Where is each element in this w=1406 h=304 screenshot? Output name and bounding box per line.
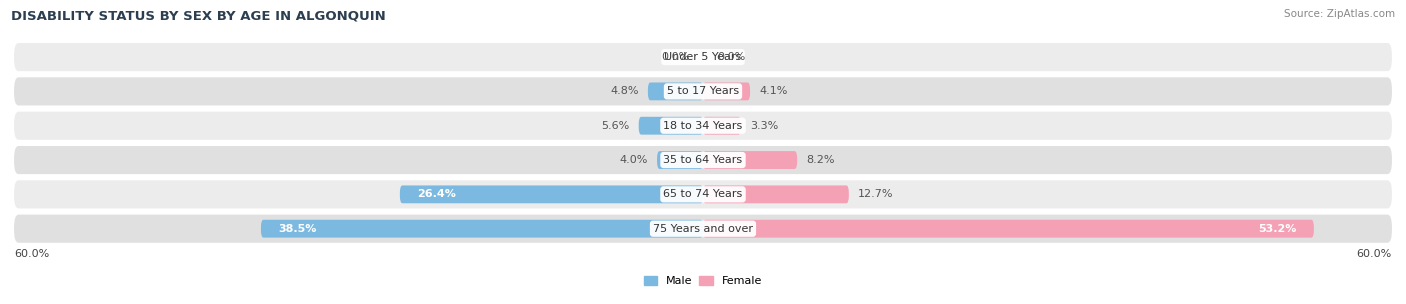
FancyBboxPatch shape	[14, 112, 1392, 140]
Text: 8.2%: 8.2%	[807, 155, 835, 165]
Text: 4.1%: 4.1%	[759, 86, 787, 96]
Text: 0.0%: 0.0%	[661, 52, 689, 62]
FancyBboxPatch shape	[648, 82, 703, 100]
FancyBboxPatch shape	[14, 43, 1392, 71]
Text: 53.2%: 53.2%	[1258, 224, 1296, 234]
Text: 12.7%: 12.7%	[858, 189, 893, 199]
Text: Under 5 Years: Under 5 Years	[665, 52, 741, 62]
FancyBboxPatch shape	[14, 180, 1392, 209]
FancyBboxPatch shape	[657, 151, 703, 169]
Legend: Male, Female: Male, Female	[640, 271, 766, 291]
Text: 5 to 17 Years: 5 to 17 Years	[666, 86, 740, 96]
Text: 4.0%: 4.0%	[620, 155, 648, 165]
Text: 18 to 34 Years: 18 to 34 Years	[664, 121, 742, 131]
FancyBboxPatch shape	[703, 185, 849, 203]
FancyBboxPatch shape	[262, 220, 703, 238]
FancyBboxPatch shape	[703, 151, 797, 169]
Text: 35 to 64 Years: 35 to 64 Years	[664, 155, 742, 165]
FancyBboxPatch shape	[399, 185, 703, 203]
Text: 60.0%: 60.0%	[14, 249, 49, 259]
Text: 60.0%: 60.0%	[1357, 249, 1392, 259]
FancyBboxPatch shape	[14, 215, 1392, 243]
FancyBboxPatch shape	[638, 117, 703, 135]
FancyBboxPatch shape	[703, 117, 741, 135]
Text: 75 Years and over: 75 Years and over	[652, 224, 754, 234]
Text: 4.8%: 4.8%	[610, 86, 638, 96]
Text: 5.6%: 5.6%	[602, 121, 630, 131]
FancyBboxPatch shape	[703, 220, 1313, 238]
FancyBboxPatch shape	[703, 82, 749, 100]
Text: DISABILITY STATUS BY SEX BY AGE IN ALGONQUIN: DISABILITY STATUS BY SEX BY AGE IN ALGON…	[11, 9, 387, 22]
Text: 65 to 74 Years: 65 to 74 Years	[664, 189, 742, 199]
Text: Source: ZipAtlas.com: Source: ZipAtlas.com	[1284, 9, 1395, 19]
Text: 38.5%: 38.5%	[278, 224, 316, 234]
FancyBboxPatch shape	[14, 77, 1392, 105]
Text: 0.0%: 0.0%	[717, 52, 745, 62]
Text: 26.4%: 26.4%	[418, 189, 456, 199]
Text: 3.3%: 3.3%	[749, 121, 779, 131]
FancyBboxPatch shape	[14, 146, 1392, 174]
